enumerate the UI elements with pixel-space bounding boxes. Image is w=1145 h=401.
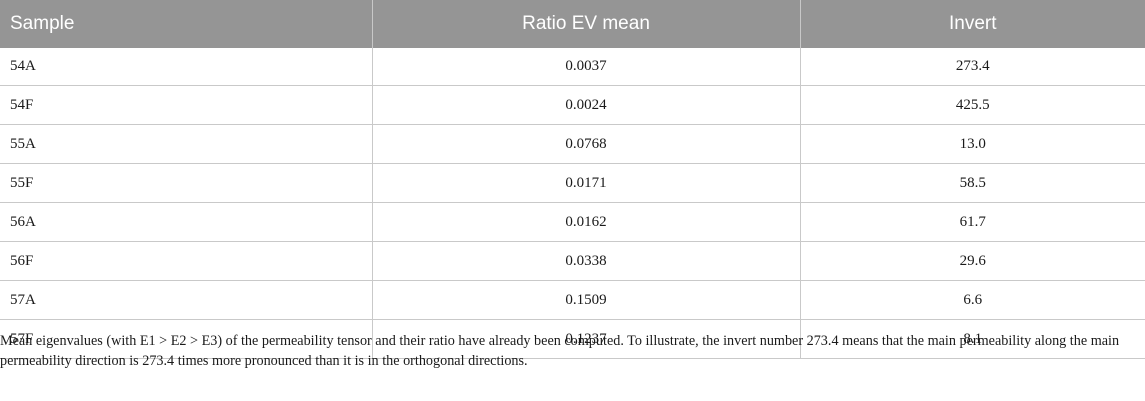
table-row: 56A 0.0162 61.7: [0, 202, 1145, 242]
cell-invert: 29.6: [800, 241, 1145, 281]
cell-sample: 57A: [0, 280, 373, 320]
cell-sample: 54A: [0, 48, 373, 86]
cell-sample: 55A: [0, 124, 373, 164]
cell-ratio: 0.0338: [372, 241, 801, 281]
table-row: 55A 0.0768 13.0: [0, 124, 1145, 164]
cell-ratio: 0.1237: [372, 319, 801, 359]
table-header-row: Sample Ratio EV mean Invert: [0, 0, 1145, 48]
cell-sample: 54F: [0, 85, 373, 125]
cell-ratio: 0.0171: [372, 163, 801, 203]
data-table: Sample Ratio EV mean Invert 54A 0.0037 2…: [0, 0, 1145, 359]
cell-invert: 273.4: [800, 48, 1145, 86]
cell-invert: 425.5: [800, 85, 1145, 125]
cell-sample: 55F: [0, 163, 373, 203]
cell-sample: 56F: [0, 241, 373, 281]
cell-sample: 56A: [0, 202, 373, 242]
table-row: 54A 0.0037 273.4: [0, 48, 1145, 86]
cell-invert: 6.6: [800, 280, 1145, 320]
cell-ratio: 0.0037: [372, 48, 801, 86]
cell-ratio: 0.1509: [372, 280, 801, 320]
cell-ratio: 0.0024: [372, 85, 801, 125]
table-row: 55F 0.0171 58.5: [0, 163, 1145, 203]
header-sample: Sample: [0, 0, 373, 48]
cell-invert: 13.0: [800, 124, 1145, 164]
cell-sample: 57F: [0, 319, 373, 359]
table-row: 56F 0.0338 29.6: [0, 241, 1145, 281]
cell-invert: 58.5: [800, 163, 1145, 203]
data-table-container: Sample Ratio EV mean Invert 54A 0.0037 2…: [0, 0, 1145, 359]
table-row: 57A 0.1509 6.6: [0, 280, 1145, 320]
table-footnote: Mean eigenvalues (with E1 > E2 > E3) of …: [0, 333, 1120, 369]
cell-ratio: 0.0768: [372, 124, 801, 164]
table-row: 54F 0.0024 425.5: [0, 85, 1145, 125]
table-row: 57F 0.1237 8.1: [0, 319, 1145, 359]
cell-invert: 61.7: [800, 202, 1145, 242]
cell-invert: 8.1: [800, 319, 1145, 359]
header-ratio-ev-mean: Ratio EV mean: [372, 0, 801, 48]
cell-ratio: 0.0162: [372, 202, 801, 242]
header-invert: Invert: [800, 0, 1145, 48]
